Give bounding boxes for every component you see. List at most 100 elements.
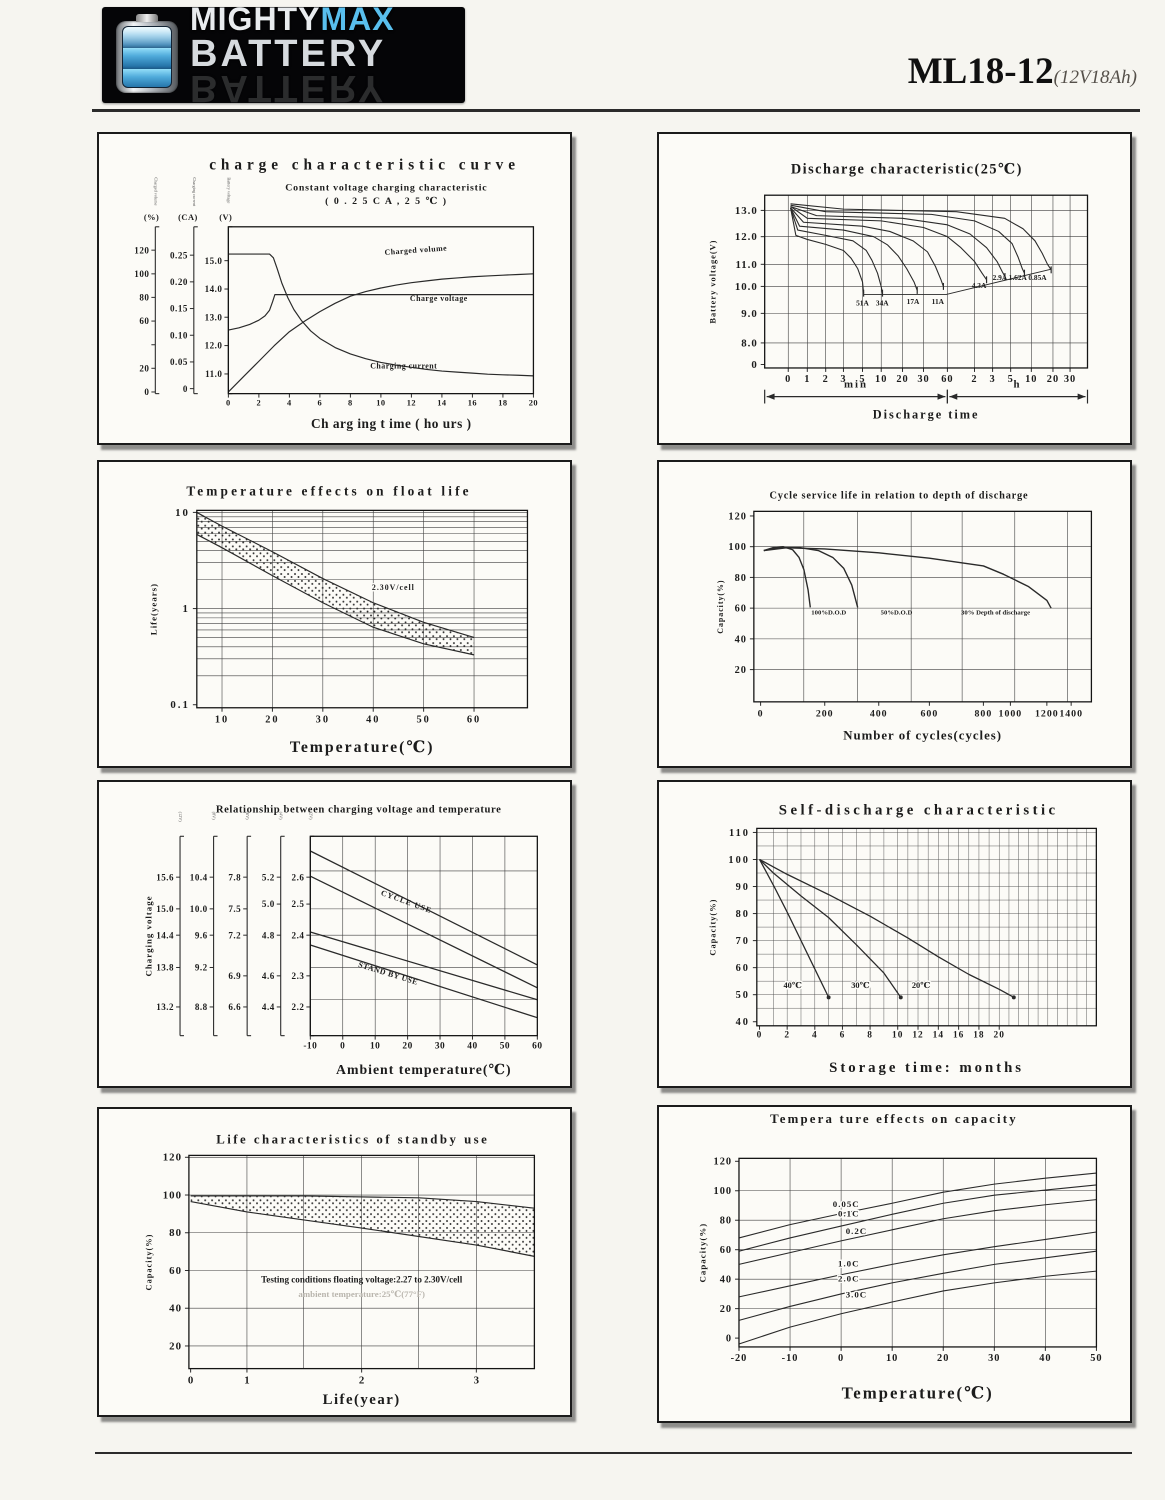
svg-text:0: 0	[340, 1041, 345, 1051]
svg-text:14.4: 14.4	[156, 930, 174, 940]
svg-text:34A: 34A	[876, 298, 889, 307]
svg-text:0.15: 0.15	[170, 304, 188, 314]
svg-text:60: 60	[720, 1245, 732, 1256]
svg-text:0: 0	[838, 1353, 844, 1364]
svg-text:120: 120	[714, 1157, 733, 1168]
svg-text:14: 14	[437, 398, 447, 407]
svg-text:120: 120	[728, 511, 747, 522]
svg-text:30% Depth of discharge: 30% Depth of discharge	[961, 609, 1030, 616]
svg-text:30: 30	[316, 715, 330, 726]
svg-text:Charged volume: Charged volume	[384, 243, 447, 256]
svg-text:20℃: 20℃	[912, 981, 930, 990]
svg-text:600: 600	[920, 709, 938, 720]
svg-text:Capacity(%): Capacity(%)	[716, 580, 725, 634]
svg-text:11.0: 11.0	[735, 259, 757, 271]
svg-text:Charging voltage: Charging voltage	[143, 895, 153, 976]
svg-text:10.0: 10.0	[190, 904, 208, 914]
svg-text:13.8: 13.8	[156, 963, 174, 973]
svg-text:1200: 1200	[1035, 709, 1059, 720]
svg-text:14: 14	[933, 1031, 944, 1041]
svg-text:( 0 . 2 5 C A , 2 5 ℃ ): ( 0 . 2 5 C A , 2 5 ℃ )	[325, 196, 447, 207]
svg-text:1400: 1400	[1059, 709, 1083, 720]
svg-text:40: 40	[736, 1017, 750, 1028]
svg-text:Life(year): Life(year)	[323, 1392, 401, 1408]
svg-text:Charging current: Charging current	[370, 362, 437, 371]
battery-icon-cells	[122, 26, 172, 88]
panel-float-life: Temperature effects on float life 10 1 0.1 1…	[97, 460, 572, 768]
svg-text:7.2: 7.2	[228, 930, 241, 940]
panel-standby-life: Life characteristics of standby use 120 10…	[97, 1107, 572, 1417]
svg-text:2.9A 1.62A 0.85A: 2.9A 1.62A 0.85A	[993, 273, 1048, 282]
svg-text:100: 100	[728, 542, 747, 553]
svg-text:10: 10	[875, 374, 887, 385]
svg-text:80: 80	[736, 909, 750, 920]
svg-text:400: 400	[870, 709, 888, 720]
svg-text:(8V): (8V)	[212, 812, 217, 821]
footer-divider	[95, 1452, 1132, 1454]
svg-text:Ambient temperature(℃): Ambient temperature(℃)	[336, 1062, 512, 1078]
svg-text:2: 2	[971, 374, 977, 385]
svg-text:100: 100	[134, 269, 149, 279]
svg-text:110: 110	[729, 828, 750, 839]
svg-text:charge characteristic curve: charge characteristic curve	[209, 157, 520, 174]
svg-text:Discharge time: Discharge time	[873, 407, 980, 421]
svg-text:4.4: 4.4	[262, 1002, 275, 1012]
svg-text:Capacity(%): Capacity(%)	[144, 1234, 153, 1291]
svg-text:0: 0	[144, 387, 149, 397]
svg-text:1: 1	[182, 603, 189, 615]
svg-text:Capacity(%): Capacity(%)	[708, 899, 717, 956]
svg-text:6: 6	[840, 1031, 846, 1041]
svg-text:18: 18	[498, 398, 507, 407]
svg-text:50: 50	[736, 990, 750, 1001]
svg-text:800: 800	[975, 709, 993, 720]
chart-cycle-service-life: Cycle service life in relation to depth …	[716, 491, 1093, 742]
svg-text:2: 2	[359, 1374, 364, 1386]
svg-text:4.3A: 4.3A	[972, 281, 987, 290]
svg-text:2.6: 2.6	[292, 872, 305, 882]
svg-text:120: 120	[134, 245, 149, 255]
svg-text:70: 70	[736, 936, 750, 947]
svg-text:30: 30	[435, 1041, 445, 1051]
svg-text:12: 12	[912, 1031, 923, 1041]
svg-text:5: 5	[859, 374, 865, 385]
svg-text:10.0: 10.0	[735, 281, 758, 293]
svg-text:0.1: 0.1	[170, 699, 189, 711]
svg-text:ambient temperature:25℃(77°F): ambient temperature:25℃(77°F)	[298, 1289, 425, 1299]
svg-text:4.6: 4.6	[262, 971, 275, 981]
svg-text:0.05: 0.05	[170, 357, 188, 367]
svg-text:90: 90	[736, 882, 750, 893]
svg-text:10: 10	[1025, 374, 1037, 385]
svg-text:13.2: 13.2	[156, 1002, 174, 1012]
panel-cycle-service-life: Cycle service life in relation to depth …	[657, 460, 1132, 768]
svg-text:60: 60	[735, 604, 747, 615]
svg-text:Constant voltage charging char: Constant voltage charging characteristic	[285, 182, 487, 193]
svg-text:3: 3	[990, 374, 996, 385]
svg-text:20: 20	[1047, 374, 1059, 385]
logo-text-mighty: MIGHTY	[190, 7, 321, 37]
mightymax-logo: MIGHTYMAX BATTERY BATTERY	[102, 7, 465, 103]
svg-text:(%): (%)	[144, 213, 159, 222]
svg-text:(4V): (4V)	[279, 812, 284, 821]
svg-text:20: 20	[896, 374, 908, 385]
svg-text:200: 200	[816, 709, 834, 720]
svg-text:51A: 51A	[856, 298, 869, 307]
logo-text: MIGHTYMAX BATTERY BATTERY	[190, 7, 395, 103]
svg-text:20: 20	[402, 1041, 412, 1051]
svg-text:60: 60	[139, 316, 149, 326]
chart-charging-voltage-temperature: Relationship between charging voltage an…	[143, 805, 542, 1079]
svg-text:30: 30	[988, 1353, 1000, 1364]
svg-text:20: 20	[169, 1340, 182, 1352]
svg-text:7.8: 7.8	[228, 872, 241, 882]
svg-text:Life(years): Life(years)	[148, 583, 158, 635]
svg-text:min: min	[844, 379, 868, 391]
svg-text:8: 8	[867, 1031, 873, 1041]
svg-text:100: 100	[163, 1189, 182, 1201]
svg-text:80: 80	[720, 1216, 732, 1227]
panel-discharge-characteristic: Discharge characteristic(25℃) 13.0 12.0 11.…	[657, 132, 1132, 445]
svg-text:STAND BY USE: STAND BY USE	[357, 960, 419, 987]
model-number: ML18-12	[907, 51, 1054, 92]
svg-text:30: 30	[1064, 374, 1076, 385]
svg-text:20: 20	[265, 715, 279, 726]
svg-text:0: 0	[183, 384, 188, 394]
svg-text:11A: 11A	[932, 297, 945, 306]
